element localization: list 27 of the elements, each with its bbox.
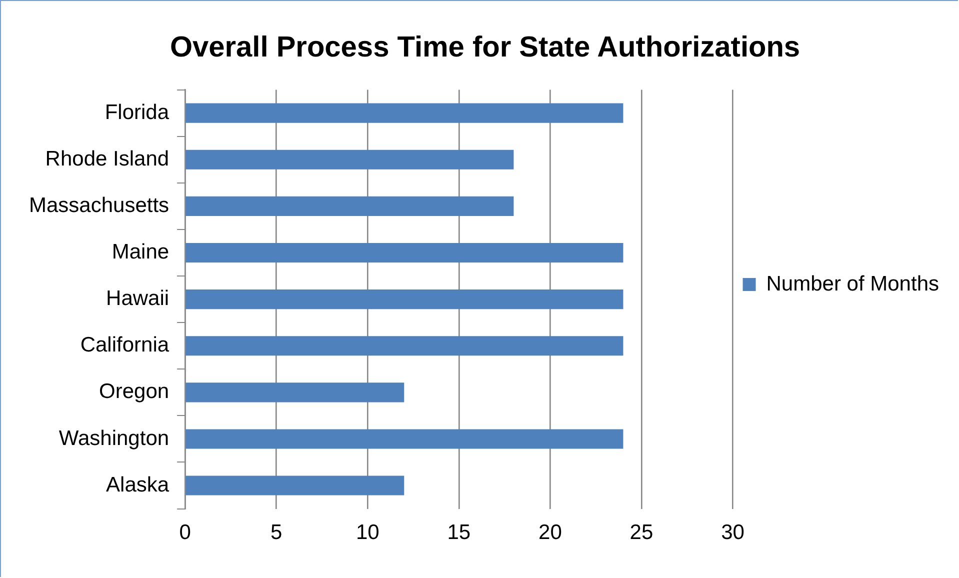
y-tick-label: Massachusetts xyxy=(28,194,170,217)
y-tick-label: Hawaii xyxy=(106,287,170,310)
bar xyxy=(186,336,624,356)
x-tick-label: 0 xyxy=(179,521,191,544)
legend-label: Number of Months xyxy=(766,272,940,296)
y-tick-label: Oregon xyxy=(99,380,170,404)
y-tick-label: Florida xyxy=(104,100,170,124)
bar xyxy=(186,476,404,496)
bar xyxy=(186,103,624,123)
y-tick-label: Alaska xyxy=(106,473,170,496)
bar xyxy=(186,242,624,263)
chart-title: Overall Process Time for State Authorizations xyxy=(170,31,800,64)
y-tick-label: Rhode Island xyxy=(45,147,170,170)
y-tick-label: Washington xyxy=(58,426,170,450)
x-tick-label: 25 xyxy=(630,521,654,544)
x-tick-label: 5 xyxy=(270,521,282,544)
bar xyxy=(186,290,624,310)
bar xyxy=(186,196,514,216)
bar xyxy=(186,429,624,449)
x-tick-label: 15 xyxy=(447,521,471,544)
x-tick-label: 30 xyxy=(721,521,744,544)
bar xyxy=(186,150,514,170)
bar xyxy=(186,382,404,402)
x-tick-label: 20 xyxy=(538,521,562,544)
y-tick-label: California xyxy=(80,334,170,357)
y-tick-label: Maine xyxy=(112,240,170,264)
x-tick-label: 10 xyxy=(356,521,380,544)
